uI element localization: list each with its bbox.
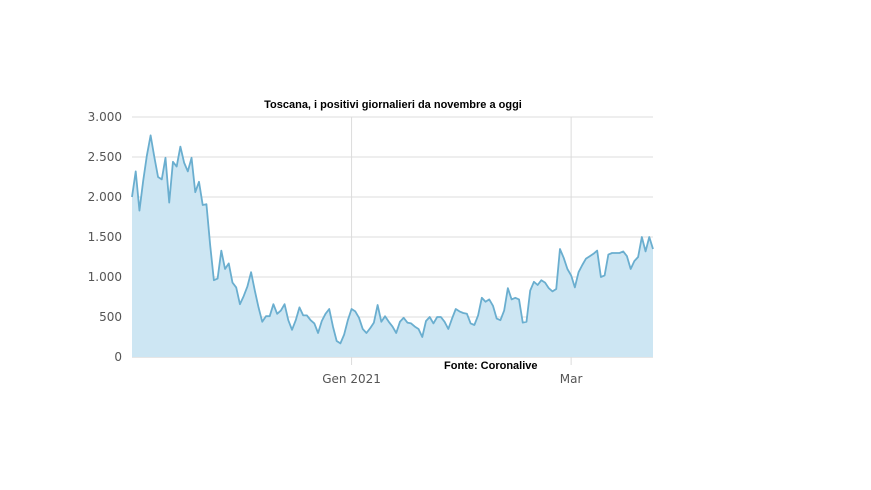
y-tick-label: 1.000	[88, 270, 122, 284]
y-tick-label: 2.000	[88, 190, 122, 204]
chart-source: Fonte: Coronalive	[444, 360, 538, 372]
series-area-fill	[132, 135, 653, 357]
y-tick-label: 1.500	[88, 230, 122, 244]
x-tick-label: Mar	[560, 372, 583, 386]
y-tick-label: 2.500	[88, 150, 122, 164]
y-tick-label: 3.000	[88, 110, 122, 124]
y-tick-label: 500	[99, 310, 122, 324]
y-tick-label: 0	[114, 350, 122, 364]
x-tick-label: Gen 2021	[322, 372, 381, 386]
series-line	[131, 134, 654, 345]
x-axis-ticks: Gen 2021 Mar	[322, 372, 582, 386]
chart-title: Toscana, i positivi giornalieri da novem…	[264, 99, 522, 111]
y-axis-ticks: 0 500 1.000 1.500 2.000 2.500 3.000	[88, 110, 122, 364]
